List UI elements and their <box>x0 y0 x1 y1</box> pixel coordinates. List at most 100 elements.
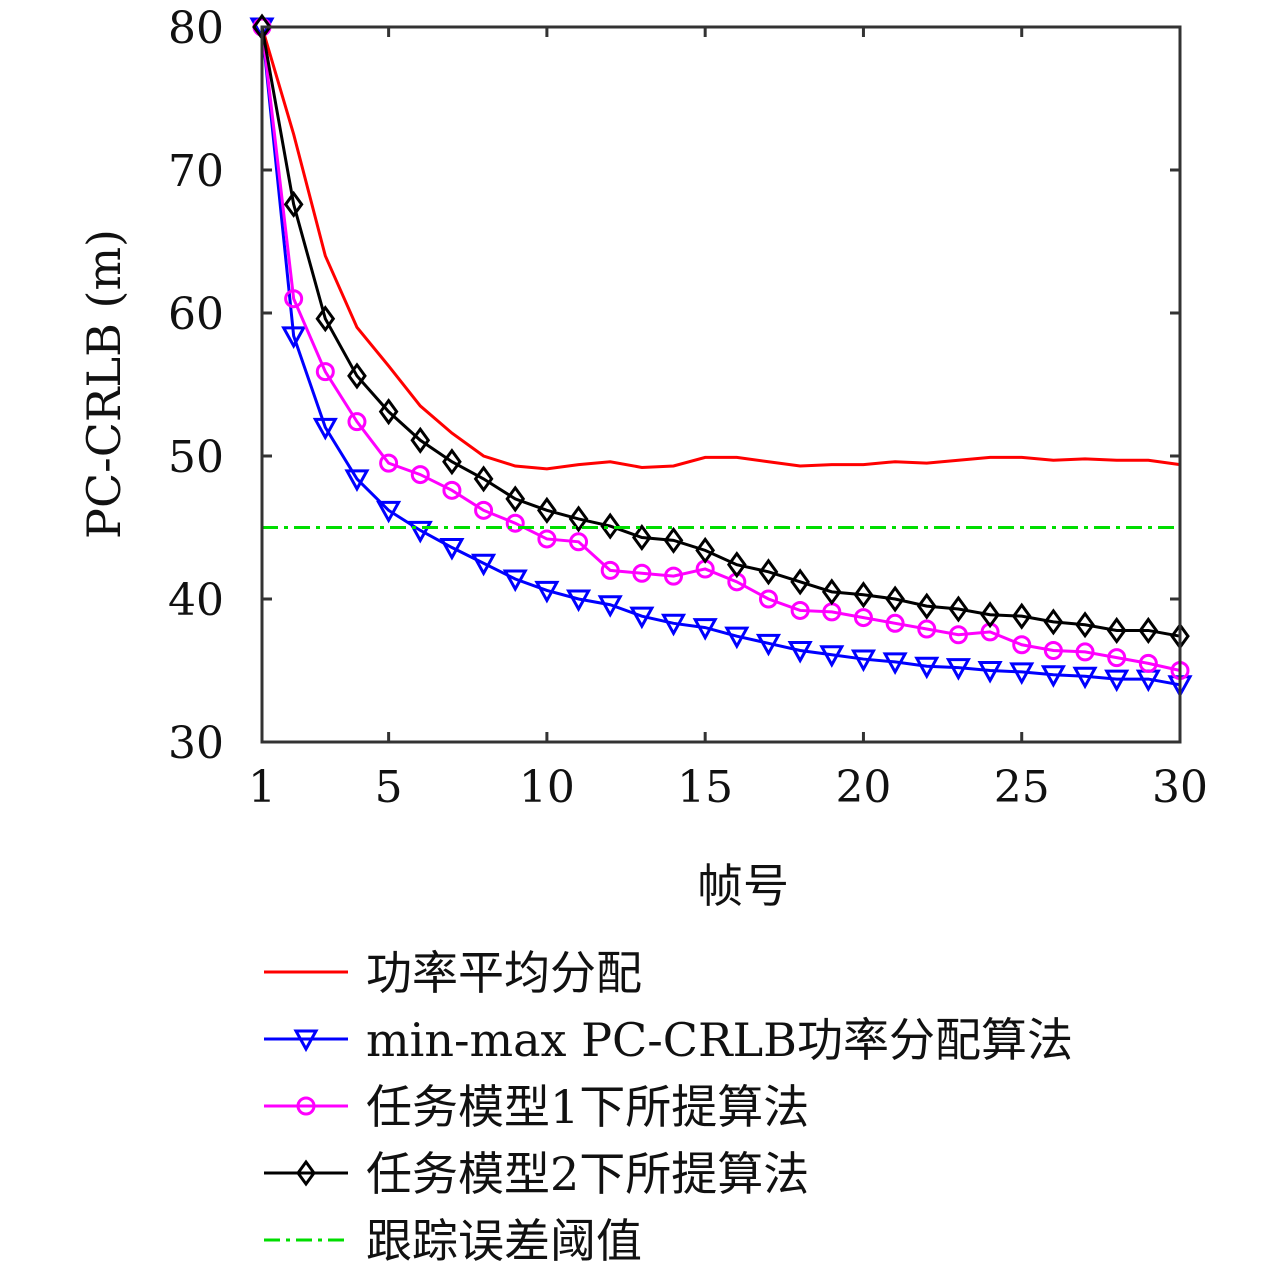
data-point-2-2 <box>315 362 335 382</box>
data-point-2-9 <box>537 529 557 549</box>
data-point-2-24 <box>1012 635 1032 655</box>
data-point-3-19 <box>853 581 874 609</box>
data-point-2-7 <box>474 500 494 520</box>
y-tick-label: 70 <box>168 146 224 197</box>
x-tick-label: 10 <box>519 762 575 813</box>
data-point-1-22 <box>945 658 971 681</box>
series-line-1 <box>260 26 1181 687</box>
data-point-1-3 <box>344 469 370 492</box>
data-point-1-2 <box>312 417 338 441</box>
data-point-1-8 <box>502 569 528 593</box>
y-tick-label: 60 <box>168 289 224 340</box>
data-point-3-12 <box>632 523 652 552</box>
data-point-2-8 <box>505 513 525 533</box>
data-point-2-5 <box>410 465 430 485</box>
legend-marker-1 <box>293 1029 319 1053</box>
data-point-3-20 <box>885 585 905 613</box>
data-point-3-18 <box>821 578 842 606</box>
data-point-1-13 <box>660 613 687 637</box>
data-point-1-18 <box>819 645 845 668</box>
data-point-1-15 <box>724 626 750 650</box>
data-point-2-10 <box>569 532 589 552</box>
data-point-1-11 <box>597 595 623 618</box>
data-point-1-4 <box>376 500 402 524</box>
data-point-3-23 <box>980 601 1000 629</box>
data-point-1-1 <box>281 326 307 349</box>
data-point-3-4 <box>378 398 399 426</box>
series-line-0 <box>260 26 1181 471</box>
data-point-2-22 <box>948 625 968 645</box>
data-point-1-25 <box>1040 665 1066 688</box>
legend-label-1: min-max PC-CRLB功率分配算法 <box>366 1013 1073 1067</box>
y-tick-label: 80 <box>168 3 224 54</box>
data-point-3-15 <box>726 551 747 579</box>
data-point-2-17 <box>790 600 810 620</box>
data-point-2-27 <box>1107 648 1127 668</box>
data-point-1-10 <box>566 589 592 613</box>
x-tick-label: 30 <box>1152 762 1208 813</box>
data-point-2-16 <box>758 589 778 609</box>
data-point-2-25 <box>1043 640 1063 660</box>
data-point-3-7 <box>473 465 494 493</box>
series-line-2 <box>260 26 1181 672</box>
data-point-2-19 <box>853 608 873 628</box>
data-point-2-28 <box>1138 653 1158 673</box>
data-point-2-4 <box>379 453 399 473</box>
series-line-3 <box>260 26 1181 638</box>
data-point-1-5 <box>407 520 433 544</box>
x-axis-label: 帧号 <box>697 859 789 913</box>
data-point-2-6 <box>442 480 462 500</box>
data-point-3-11 <box>600 512 621 540</box>
data-point-3-2 <box>315 305 336 333</box>
data-point-3-22 <box>948 595 969 623</box>
x-tick-label: 1 <box>248 762 276 813</box>
data-point-3-5 <box>410 426 431 454</box>
data-point-3-27 <box>1106 616 1127 645</box>
data-point-3-16 <box>758 558 779 586</box>
data-point-1-23 <box>977 661 1003 684</box>
data-point-3-25 <box>1043 608 1064 636</box>
data-point-3-21 <box>916 592 937 620</box>
x-tick-label: 5 <box>375 762 403 813</box>
data-point-3-14 <box>695 536 716 564</box>
plot-frame <box>260 25 1182 744</box>
data-point-1-7 <box>471 553 497 577</box>
data-point-1-9 <box>534 580 560 604</box>
data-point-1-16 <box>755 633 782 657</box>
legend-marker-3 <box>296 1159 316 1187</box>
data-point-1-27 <box>1104 669 1130 693</box>
legend-label-4: 跟踪误差阈值 <box>366 1214 642 1268</box>
data-point-2-26 <box>1075 642 1095 662</box>
x-tick-label: 15 <box>677 762 733 813</box>
data-point-1-17 <box>787 640 813 664</box>
data-point-3-8 <box>505 485 526 513</box>
y-tick-label: 50 <box>168 432 224 483</box>
data-point-3-3 <box>347 362 367 390</box>
data-point-2-1 <box>284 289 304 309</box>
data-point-2-12 <box>632 563 652 583</box>
data-point-3-24 <box>1011 602 1032 630</box>
y-axis-label: PC-CRLB (m) <box>77 229 131 539</box>
data-point-2-20 <box>885 613 905 633</box>
data-point-3-26 <box>1075 611 1095 639</box>
data-point-1-21 <box>914 656 940 680</box>
data-point-1-19 <box>850 649 876 673</box>
x-tick-label: 20 <box>835 762 891 813</box>
data-point-2-11 <box>600 560 620 580</box>
y-tick-label: 40 <box>168 575 224 626</box>
legend-label-0: 功率平均分配 <box>366 946 642 1000</box>
y-tick-label: 30 <box>168 718 224 769</box>
data-point-1-20 <box>882 652 908 676</box>
data-point-3-28 <box>1138 616 1159 645</box>
data-point-3-17 <box>790 568 810 596</box>
data-point-1-12 <box>629 606 655 630</box>
data-point-3-10 <box>568 505 589 533</box>
data-point-1-14 <box>692 618 718 641</box>
data-point-1-26 <box>1072 666 1098 690</box>
data-point-3-6 <box>442 448 462 476</box>
legend: 功率平均分配 min-max PC-CRLB功率分配算法任务模型1下所提算法任务模… <box>264 946 1073 1268</box>
data-point-3-13 <box>663 526 684 554</box>
data-point-2-3 <box>347 412 367 432</box>
data-point-3-9 <box>537 496 557 524</box>
